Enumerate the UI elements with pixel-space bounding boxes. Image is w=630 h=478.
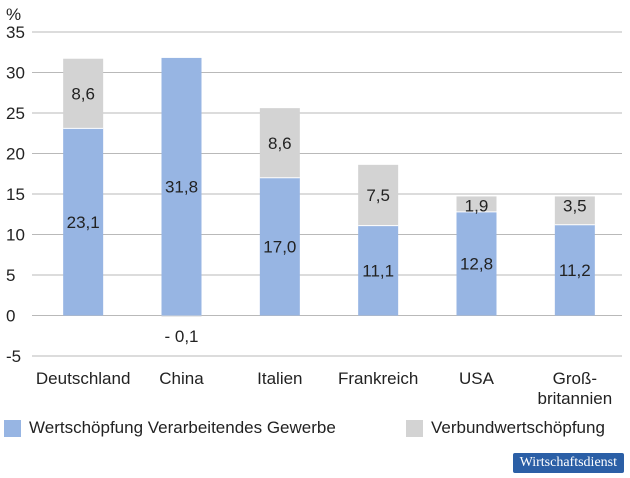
x-category-label: Deutschland — [36, 369, 131, 388]
bar-wertschoepfung — [358, 225, 399, 316]
bar-wertschoepfung — [63, 128, 104, 316]
data-label-verbund: 8,6 — [71, 85, 95, 104]
data-label-wertschoepfung: 17,0 — [263, 238, 296, 257]
y-tick-label: 20 — [6, 145, 25, 164]
data-label-wertschoepfung: 31,8 — [165, 178, 198, 197]
data-label-verbund: 3,5 — [563, 196, 587, 215]
legend: Wertschöpfung Verarbeitendes Gewerbe Ver… — [4, 418, 626, 442]
legend-item-wertschoepfung: Wertschöpfung Verarbeitendes Gewerbe — [4, 418, 336, 438]
x-category-label: britannien — [537, 389, 612, 408]
bar-wertschoepfung — [161, 57, 202, 316]
data-label-verbund: 7,5 — [366, 186, 390, 205]
bar-verbund — [161, 315, 202, 317]
x-category-label: Frankreich — [338, 369, 418, 388]
legend-item-verbund: Verbundwertschöpfung — [406, 418, 605, 438]
y-tick-label: 30 — [6, 64, 25, 83]
wirtschaftsdienst-logo: Wirtschaftsdienst — [512, 453, 624, 473]
legend-swatch-verbund — [406, 419, 423, 437]
data-label-verbund: 1,9 — [465, 196, 489, 215]
x-category-label: Groß- — [553, 369, 597, 388]
bar-wertschoepfung — [259, 177, 300, 316]
y-tick-label: 25 — [6, 104, 25, 123]
data-label-wertschoepfung: 11,2 — [559, 261, 591, 280]
bar-verbund — [259, 108, 300, 178]
data-label-wertschoepfung: 23,1 — [67, 213, 100, 232]
bar-verbund — [358, 164, 399, 226]
legend-swatch-wertschoepfung — [4, 419, 21, 437]
y-tick-label: 15 — [6, 185, 25, 204]
y-tick-label: -5 — [6, 347, 21, 366]
y-tick-label: 10 — [6, 226, 25, 245]
bar-wertschoepfung — [456, 211, 497, 316]
bar-wertschoepfung — [554, 224, 595, 316]
legend-label-wertschoepfung: Wertschöpfung Verarbeitendes Gewerbe — [29, 418, 336, 437]
bar-verbund — [554, 196, 595, 225]
y-tick-label: 5 — [6, 266, 15, 285]
y-tick-label: 35 — [6, 23, 25, 42]
bar-verbund — [456, 196, 497, 212]
legend-label-verbund: Verbundwertschöpfung — [431, 418, 605, 437]
data-label-wertschoepfung: 11,1 — [362, 262, 394, 281]
bar-verbund — [63, 58, 104, 129]
x-category-label: China — [159, 369, 204, 388]
y-unit-label: % — [6, 5, 21, 24]
x-category-label: Italien — [257, 369, 302, 388]
data-label-verbund: - 0,1 — [164, 327, 198, 346]
data-label-wertschoepfung: 12,8 — [460, 255, 493, 274]
x-category-label: USA — [459, 369, 495, 388]
data-label-verbund: 8,6 — [268, 134, 292, 153]
y-tick-label: 0 — [6, 307, 15, 326]
stacked-bar-chart: %35 30 25 20 15 10 5 0 -5 23,1 8,6 Deutschland 31,8 -… — [6, 5, 622, 408]
